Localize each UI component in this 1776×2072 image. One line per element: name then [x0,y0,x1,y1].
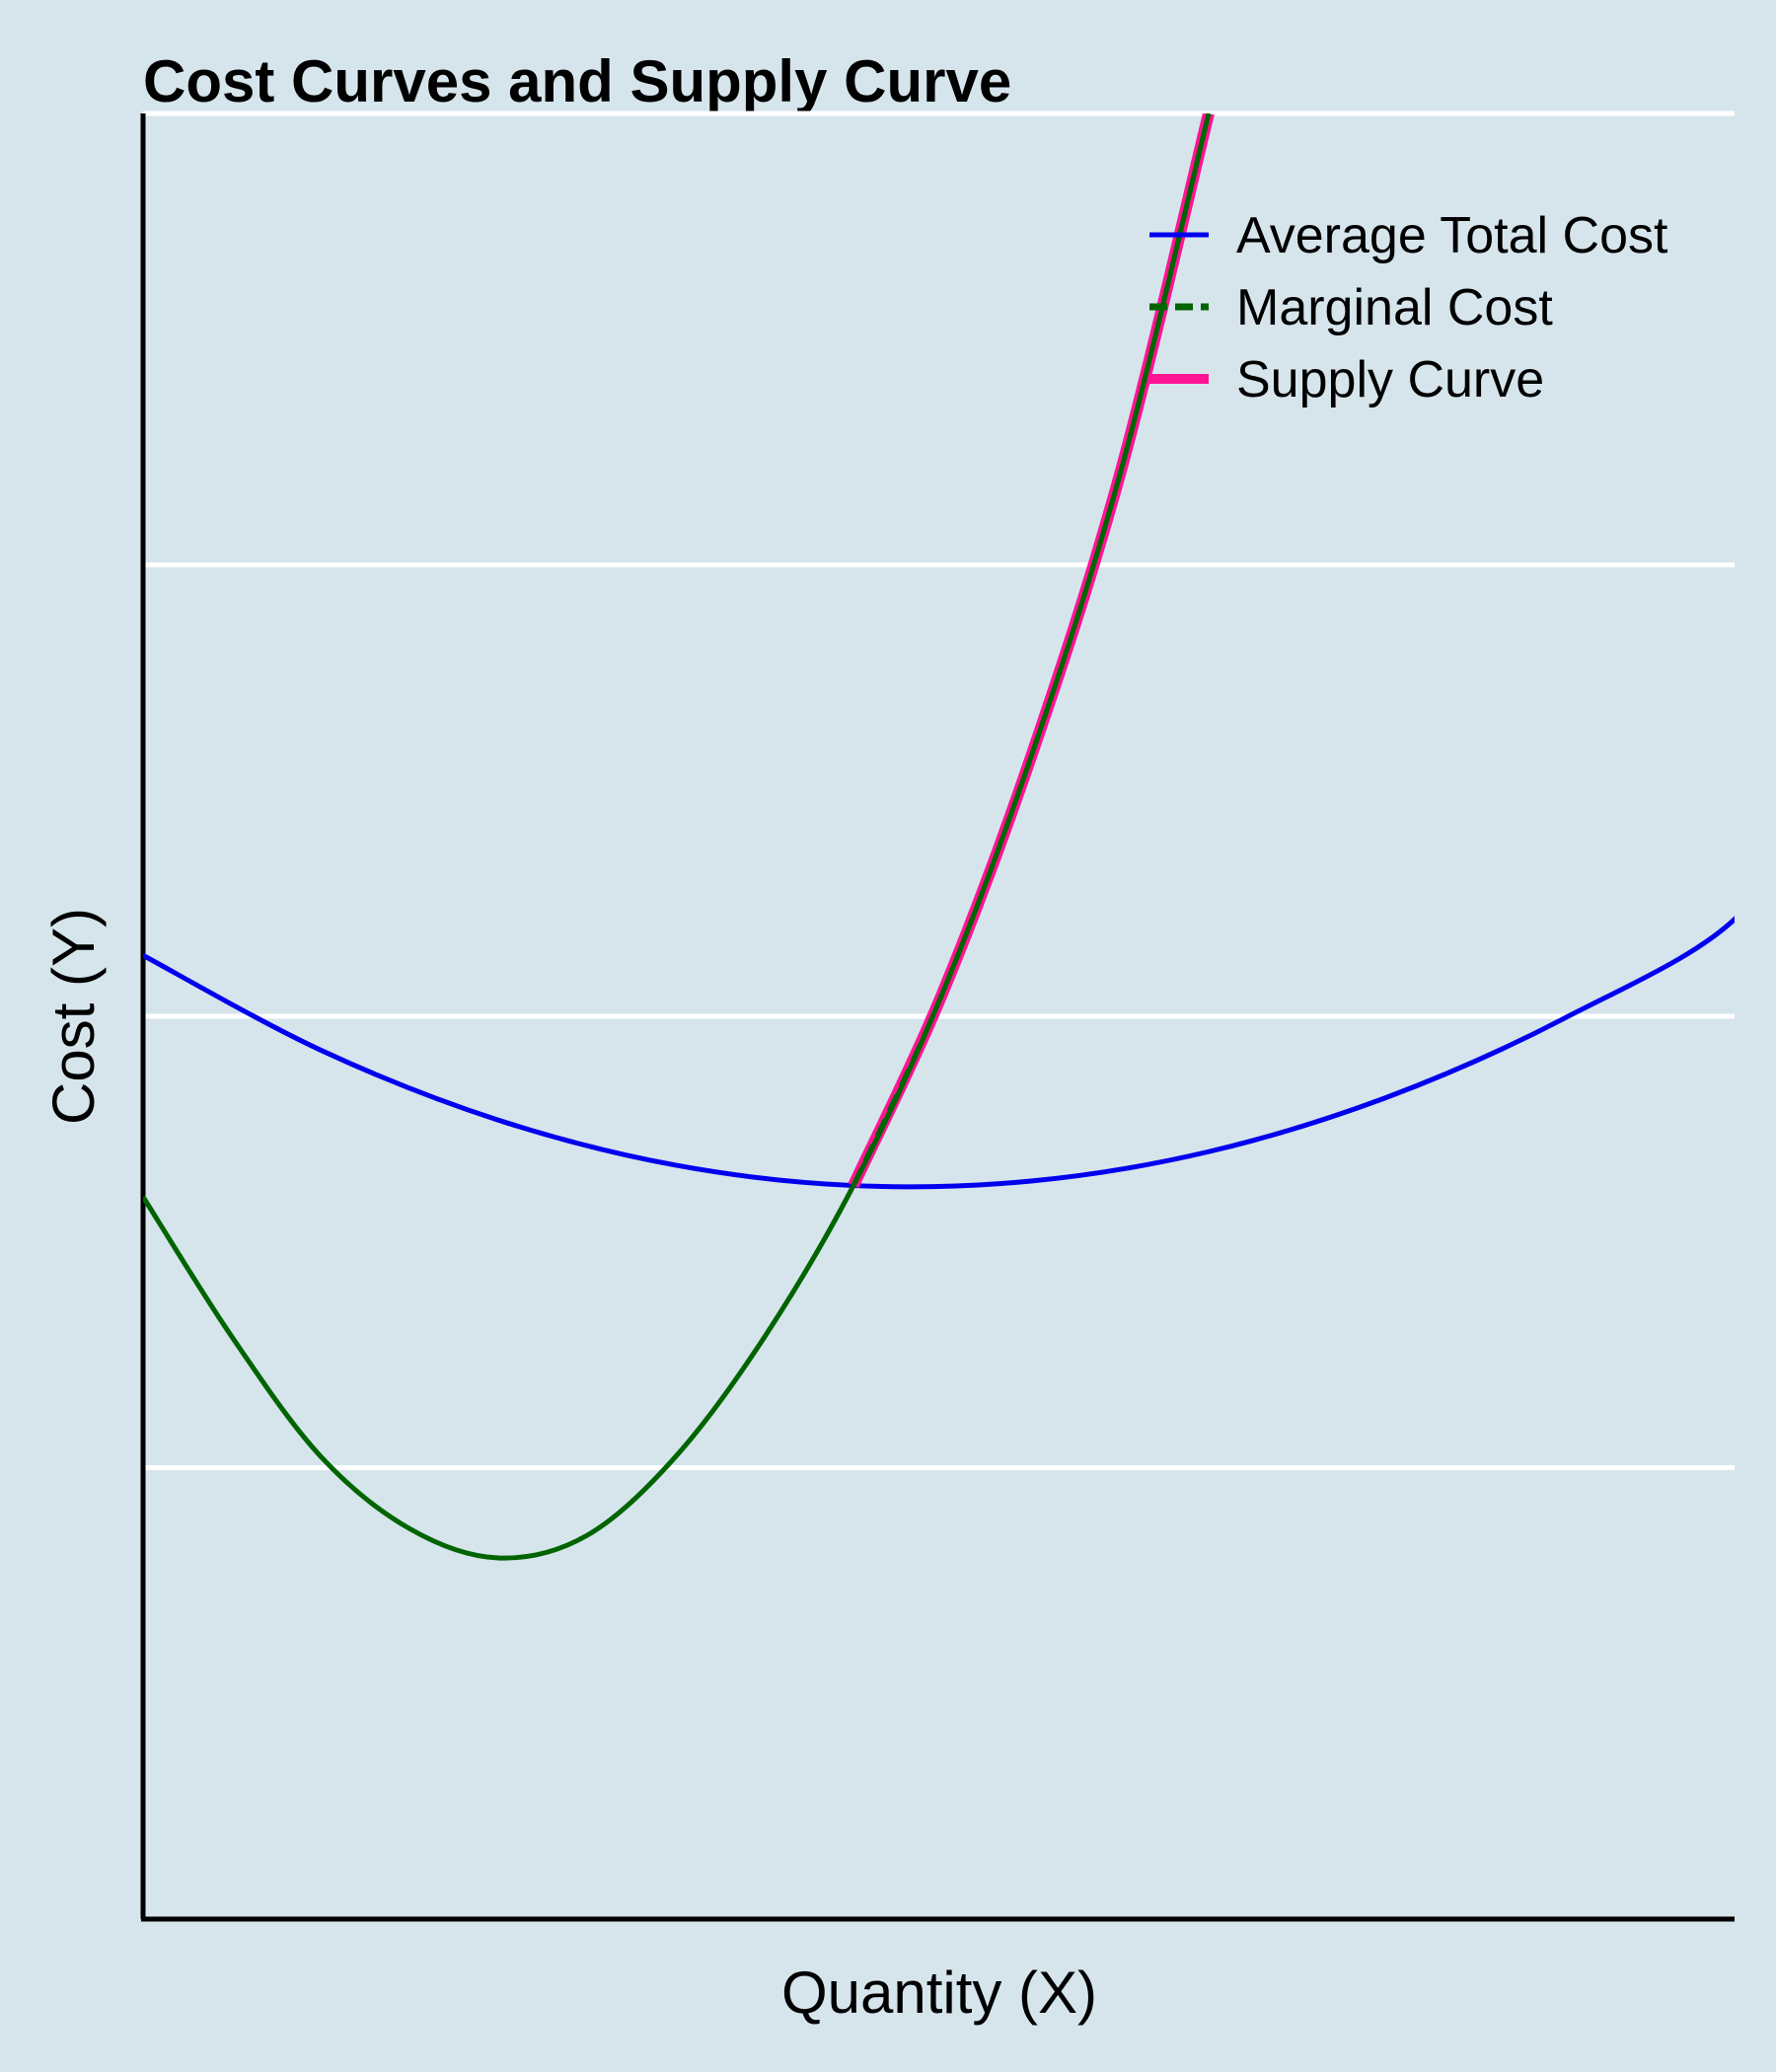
series-line-supply-curve [848,113,1215,1189]
legend-label-marginal-cost: Marginal Cost [1236,279,1553,336]
legend: Average Total Cost Marginal Cost Supply Cu… [1149,207,1668,408]
x-axis-label: Quantity (X) [781,1960,1097,2026]
series-line-marginal-cost [143,113,1212,1561]
chart-title: Cost Curves and Supply Curve [143,48,1011,114]
legend-label-supply-curve: Supply Curve [1236,351,1544,408]
series-line-average-total-cost [143,916,1735,1190]
series-layer [143,113,1735,1561]
legend-label-average-total-cost: Average Total Cost [1236,207,1668,264]
series-line-marginal-cost-dashed [851,113,1212,1187]
gridlines [143,111,1735,1470]
y-axis-label: Cost (Y) [40,908,107,1125]
